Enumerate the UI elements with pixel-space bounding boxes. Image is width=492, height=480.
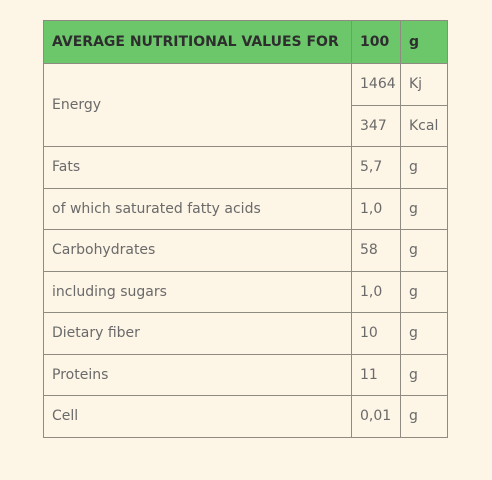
table-row: Fats 5,7 g [43, 146, 448, 189]
nutrient-label: Carbohydrates [43, 229, 352, 272]
table-row: Carbohydrates 58 g [43, 229, 448, 272]
nutrient-unit: g [400, 146, 448, 189]
nutrient-unit: g [400, 312, 448, 355]
nutrient-label: Proteins [43, 353, 352, 396]
nutrition-table: AVERAGE NUTRITIONAL VALUES FOR 100 g Ene… [43, 20, 448, 438]
nutrient-unit: Kcal [400, 104, 448, 147]
nutrient-label: of which saturated fatty acids [43, 187, 352, 230]
nutrient-value: 5,7 [351, 146, 401, 189]
nutrient-label: Energy [43, 63, 352, 147]
nutrient-unit: g [400, 187, 448, 230]
header-cell: AVERAGE NUTRITIONAL VALUES FOR [43, 20, 352, 64]
table-row: including sugars 1,0 g [43, 270, 448, 313]
nutrient-unit: g [400, 229, 448, 272]
header-cell: 100 [351, 20, 401, 64]
table-row: Cell 0,01 g [43, 395, 448, 438]
nutrient-unit: Kj [400, 63, 448, 106]
nutrient-label: including sugars [43, 270, 352, 313]
table-row: 347 Kcal [44, 104, 448, 147]
nutrient-value: 0,01 [351, 395, 401, 438]
table-body: Energy 1464 Kj 347 Kcal Fats 5,7 g of which satu… [43, 63, 448, 438]
nutrient-value: 1464 [351, 63, 401, 106]
nutrient-value: 10 [351, 312, 401, 355]
header-cell: g [400, 20, 448, 64]
nutrient-unit: g [400, 395, 448, 438]
header-row: AVERAGE NUTRITIONAL VALUES FOR 100 g [43, 20, 448, 64]
table-row: Proteins 11 g [43, 353, 448, 396]
nutrient-value: 347 [351, 104, 401, 147]
nutrient-unit: g [400, 270, 448, 313]
nutrient-unit: g [400, 353, 448, 396]
table-row: Energy 1464 Kj [43, 63, 448, 147]
nutrient-label: Dietary fiber [43, 312, 352, 355]
table-row: of which saturated fatty acids 1,0 g [43, 187, 448, 230]
nutrient-label: Fats [43, 146, 352, 189]
table-header: AVERAGE NUTRITIONAL VALUES FOR 100 g [43, 20, 448, 64]
nutrient-label: Cell [43, 395, 352, 438]
nutrient-value: 58 [351, 229, 401, 272]
nutrient-value: 1,0 [351, 187, 401, 230]
table-row: Dietary fiber 10 g [43, 312, 448, 355]
nutrient-value: 1,0 [351, 270, 401, 313]
nutrient-value: 11 [351, 353, 401, 396]
